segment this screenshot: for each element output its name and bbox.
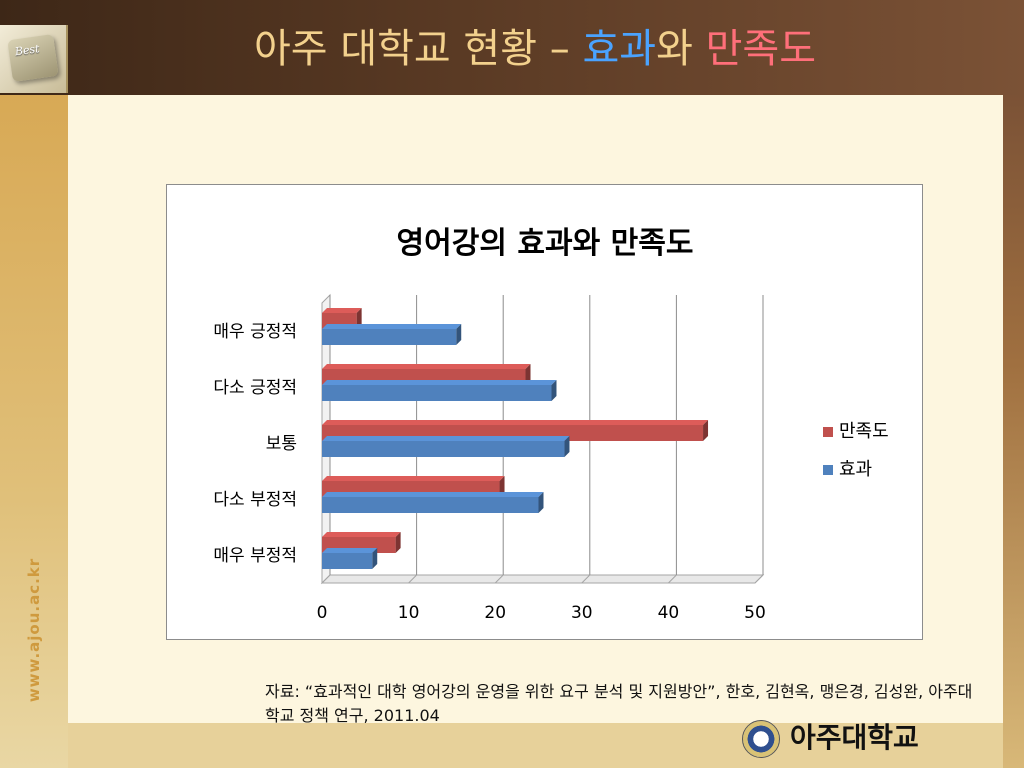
category-label-3: 다소 부정적 <box>213 490 297 510</box>
chart-floor <box>320 574 765 584</box>
category-label-1: 다소 긍정적 <box>213 378 297 398</box>
legend-label-0: 만족도 <box>839 421 889 442</box>
left-sidebar-strip <box>0 95 68 768</box>
bar-side-1-0 <box>456 324 462 345</box>
slide-title: 아주 대학교 현황 – 효과와 만족도 <box>100 24 970 74</box>
best-key-label: Best <box>14 42 41 59</box>
slide-title-connector: 와 <box>656 26 706 72</box>
bar-1-2 <box>322 441 565 457</box>
category-label-4: 매우 부정적 <box>213 546 297 566</box>
bar-side-0-3 <box>499 476 505 497</box>
slide-title-effect: 효과 <box>582 26 657 72</box>
gridline-floor-1 <box>408 574 417 584</box>
university-name: 아주대학교 <box>790 721 919 754</box>
bar-top-1-1 <box>322 380 557 385</box>
right-decor-strip <box>1003 95 1024 768</box>
x-tick-label-3: 30 <box>571 603 593 623</box>
bar-1-0 <box>322 329 457 345</box>
best-key-logo: Best <box>0 25 68 93</box>
university-logo: 아주대학교 <box>742 718 962 758</box>
bar-side-0-0 <box>356 308 362 329</box>
bar-1-1 <box>322 385 552 401</box>
title-bar <box>0 0 1024 95</box>
bar-top-0-0 <box>322 308 362 313</box>
chart-title: 영어강의 효과와 만족도 <box>397 226 694 261</box>
bar-side-1-1 <box>551 380 557 401</box>
bar-top-0-3 <box>322 476 505 481</box>
x-tick-label-0: 0 <box>317 603 328 623</box>
gridline-floor-0 <box>321 574 331 584</box>
bar-top-0-4 <box>322 532 401 537</box>
slide-title-main: 아주 대학교 현황 – <box>254 26 583 72</box>
bar-1-3 <box>322 497 539 513</box>
gridline-floor-2 <box>494 574 504 584</box>
category-label-0: 매우 긍정적 <box>213 322 297 342</box>
bar-top-0-1 <box>322 364 531 369</box>
category-label-2: 보통 <box>266 434 297 454</box>
bar-top-1-3 <box>322 492 544 497</box>
x-tick-label-1: 10 <box>398 603 420 623</box>
bar-top-1-0 <box>322 324 462 329</box>
source-citation: 자료: “효과적인 대학 영어강의 운영을 위한 요구 분석 및 지원방안”, … <box>265 682 973 725</box>
bar-side-0-1 <box>525 364 531 385</box>
gridline-floor-4 <box>668 574 677 584</box>
gridline-floor-5 <box>754 574 764 584</box>
bar-1-4 <box>322 553 373 569</box>
legend-swatch-0 <box>823 427 833 437</box>
bar-side-0-4 <box>395 532 401 553</box>
bar-side-0-2 <box>703 420 709 441</box>
x-tick-label-5: 50 <box>744 603 766 623</box>
website-url: www.ajou.ac.kr <box>25 557 43 703</box>
bar-side-1-2 <box>564 436 570 457</box>
gridline-floor-3 <box>581 574 591 584</box>
bar-side-1-4 <box>372 548 378 569</box>
x-tick-label-2: 20 <box>484 603 506 623</box>
keyboard-key-icon: Best <box>7 34 59 82</box>
bar-top-0-2 <box>322 420 709 425</box>
bar-top-1-2 <box>322 436 570 441</box>
bar-top-1-4 <box>322 548 378 553</box>
legend-swatch-1 <box>823 465 833 475</box>
university-emblem-icon <box>742 720 780 758</box>
x-tick-label-4: 40 <box>658 603 680 623</box>
bar-side-1-3 <box>538 492 544 513</box>
slide-title-satisfaction: 만족도 <box>705 26 816 72</box>
legend-label-1: 효과 <box>839 459 872 480</box>
